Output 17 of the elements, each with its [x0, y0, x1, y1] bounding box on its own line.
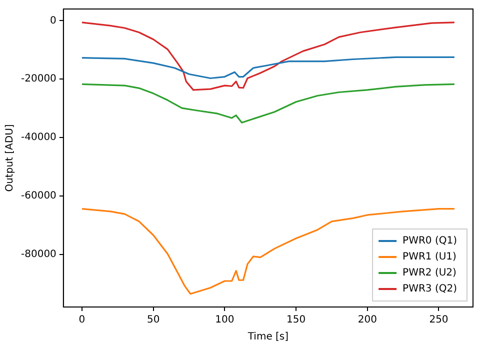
x-tick-label: 250 [429, 314, 448, 326]
x-tick-label: 100 [215, 314, 234, 326]
x-tick-label: 150 [286, 314, 306, 326]
y-tick-label: -80000 [21, 249, 56, 260]
x-tick-label: 200 [358, 314, 377, 326]
legend-label: PWR1 (U1) [402, 252, 457, 263]
x-tick-label: 50 [146, 314, 160, 326]
y-tick-label: -40000 [21, 132, 56, 144]
y-tick-label: -20000 [21, 74, 56, 85]
legend-label: PWR2 (U2) [402, 268, 457, 279]
y-axis-title: Output [ADU] [4, 124, 16, 192]
x-axis-title: Time [s] [246, 332, 289, 343]
y-tick-label: 0 [50, 15, 56, 26]
y-tick-label: -60000 [21, 190, 56, 202]
legend-label: PWR0 (Q1) [402, 236, 458, 247]
legend-label: PWR3 (Q2) [402, 284, 458, 295]
x-tick-label: 0 [78, 314, 86, 326]
